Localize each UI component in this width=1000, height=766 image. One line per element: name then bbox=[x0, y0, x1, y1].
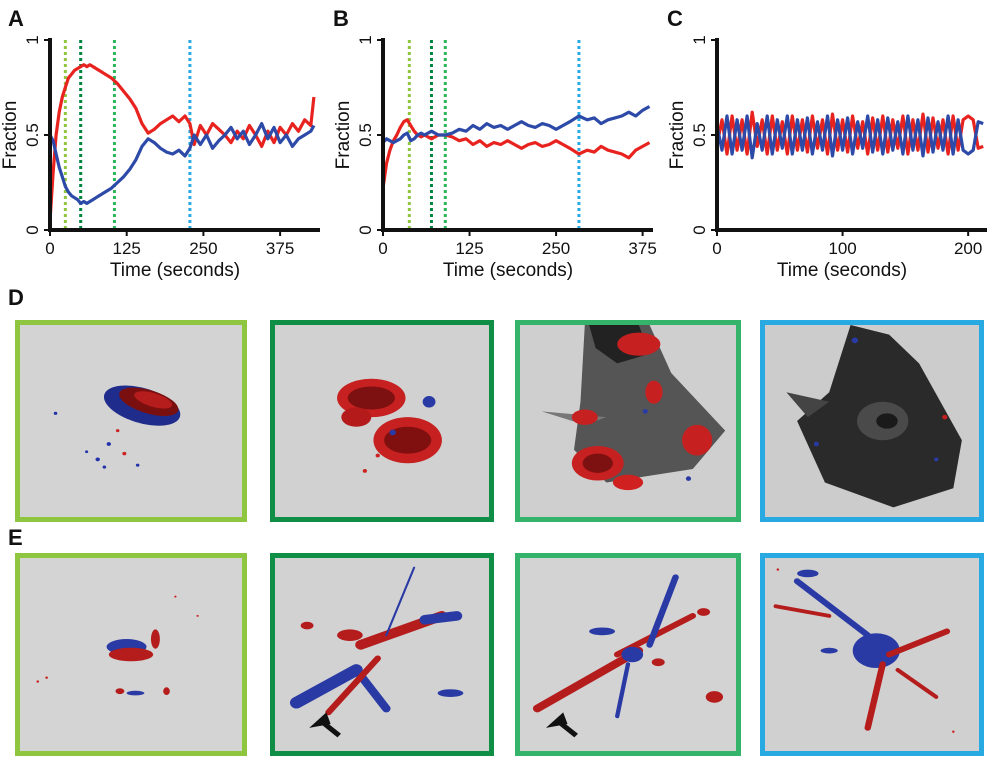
micrograph-d1-image bbox=[20, 325, 242, 517]
y-tick-label-b-1: 0.5 bbox=[356, 123, 375, 147]
x-tick-label-a-2: 250 bbox=[189, 239, 217, 258]
y-tick-label-b-2: 1 bbox=[356, 35, 375, 44]
x-tick-label-a-3: 375 bbox=[266, 239, 294, 258]
y-tick-label-c-2: 1 bbox=[690, 35, 709, 44]
x-axis-label-a: Time (seconds) bbox=[110, 260, 240, 281]
micrograph-d2 bbox=[270, 320, 494, 522]
x-tick-label-c-2: 200 bbox=[954, 239, 982, 258]
chart-b: 0 125 250 375 0 0.5 1 Time (seconds) Fraction bbox=[333, 35, 657, 281]
micrograph-d4-image bbox=[765, 325, 979, 517]
series-red-b bbox=[381, 118, 651, 189]
series-red-a bbox=[48, 63, 316, 221]
chart-c: 0 100 200 0 0.5 1 Time (seconds) Fraction bbox=[667, 35, 987, 281]
panel-label-b: B bbox=[333, 6, 349, 31]
micrograph-d3-image bbox=[520, 325, 736, 517]
x-axis-label-c: Time (seconds) bbox=[777, 260, 907, 281]
x-tick-label-a-0: 0 bbox=[45, 239, 54, 258]
x-tick-label-b-1: 125 bbox=[455, 239, 483, 258]
micrograph-e1 bbox=[15, 553, 247, 756]
x-tick-label-c-0: 0 bbox=[712, 239, 721, 258]
x-tick-label-a-1: 125 bbox=[113, 239, 141, 258]
panel-label-a: A bbox=[8, 6, 24, 31]
y-tick-label-c-0: 0 bbox=[690, 225, 709, 234]
y-tick-label-a-1: 0.5 bbox=[23, 123, 42, 147]
x-axis-label-b: Time (seconds) bbox=[443, 260, 573, 281]
micrograph-e4 bbox=[760, 553, 984, 756]
y-tick-label-b-0: 0 bbox=[356, 225, 375, 234]
series-blue-a bbox=[48, 121, 316, 205]
micrograph-e2 bbox=[270, 553, 494, 756]
x-tick-label-b-2: 250 bbox=[542, 239, 570, 258]
y-axis-label-a: Fraction bbox=[0, 101, 21, 170]
panel-label-d: D bbox=[8, 285, 24, 310]
micrograph-e1-image bbox=[20, 558, 242, 751]
x-tick-label-b-0: 0 bbox=[378, 239, 387, 258]
panel-label-c: C bbox=[667, 6, 683, 31]
panel-label-e: E bbox=[8, 525, 23, 550]
y-tick-label-a-2: 1 bbox=[23, 35, 42, 44]
micrograph-d3 bbox=[515, 320, 741, 522]
y-axis-label-c: Fraction bbox=[667, 101, 688, 170]
series-blue-c bbox=[715, 114, 984, 160]
x-tick-label-c-1: 100 bbox=[828, 239, 856, 258]
series-blue-b bbox=[381, 105, 651, 145]
micrograph-d1 bbox=[15, 320, 247, 522]
micrograph-e4-image bbox=[765, 558, 979, 751]
y-tick-label-a-0: 0 bbox=[23, 225, 42, 234]
micrograph-d4 bbox=[760, 320, 984, 522]
x-tick-label-b-3: 375 bbox=[628, 239, 656, 258]
micrograph-d2-image bbox=[275, 325, 489, 517]
y-tick-label-c-1: 0.5 bbox=[690, 123, 709, 147]
y-axis-label-b: Fraction bbox=[333, 101, 354, 170]
chart-a: 0 125 250 375 0 0.5 1 Time (seconds) Fraction bbox=[0, 35, 320, 281]
micrograph-e3-image bbox=[520, 558, 736, 751]
micrograph-e2-image bbox=[275, 558, 489, 751]
micrograph-e3 bbox=[515, 553, 741, 756]
